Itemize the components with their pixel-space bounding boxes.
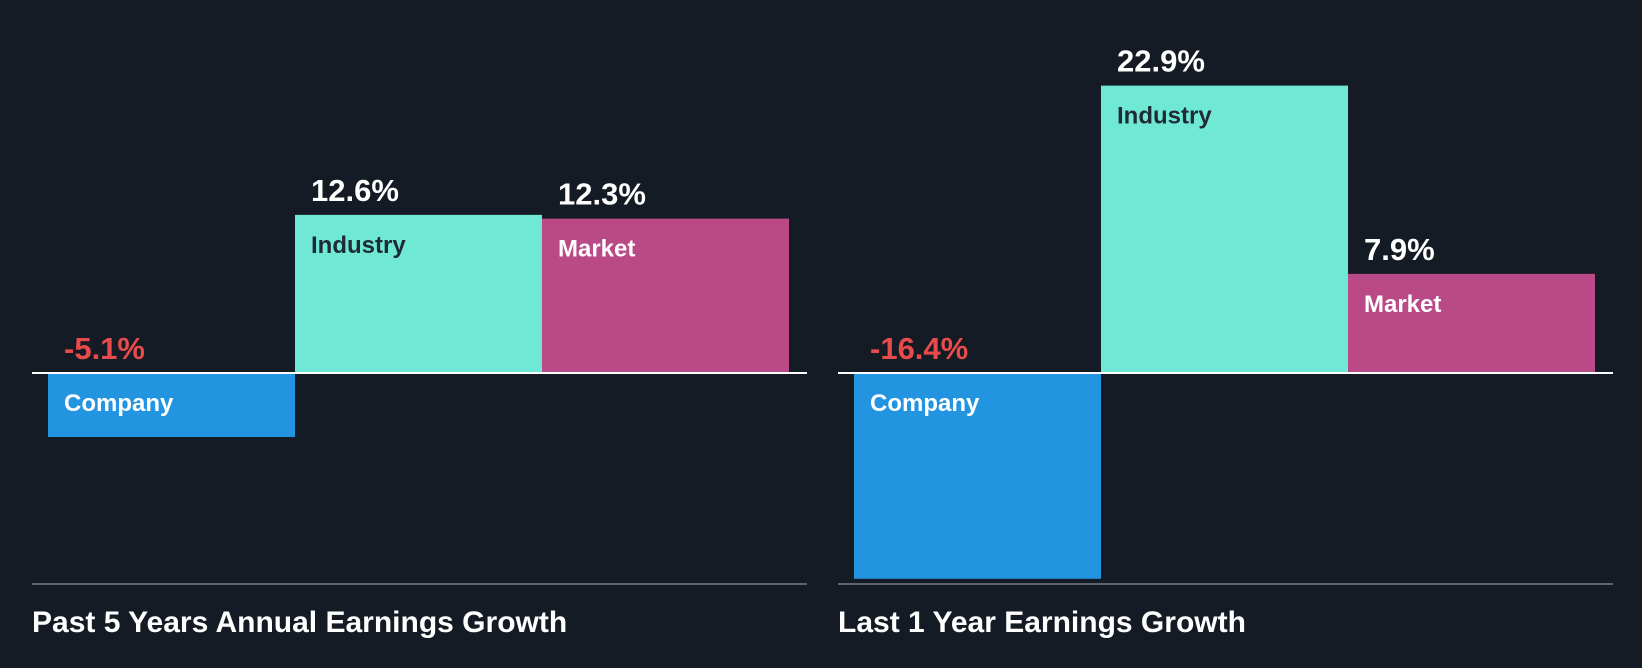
category-label-market: Market xyxy=(1364,291,1441,318)
category-label-market: Market xyxy=(558,236,635,263)
value-label-company: -16.4% xyxy=(870,331,968,366)
bar-company xyxy=(48,373,295,438)
value-label-industry: 12.6% xyxy=(311,173,399,208)
category-label-company: Company xyxy=(870,390,980,417)
chart-title: Last 1 Year Earnings Growth xyxy=(838,606,1246,639)
value-label-company: -5.1% xyxy=(64,331,145,366)
bar-industry xyxy=(295,214,542,373)
bar-market xyxy=(542,218,789,373)
last-1-year-chart: -16.4% 22.9% 7.9% Company Industry Marke… xyxy=(838,44,1613,639)
category-label-industry: Industry xyxy=(311,232,406,259)
value-label-industry: 22.9% xyxy=(1117,44,1205,79)
category-label-company: Company xyxy=(64,390,174,417)
bar-industry xyxy=(1101,85,1348,373)
value-label-market: 12.3% xyxy=(558,177,646,212)
past-5-years-chart: -5.1% 12.6% 12.3% Company Industry Marke… xyxy=(32,173,807,639)
value-label-market: 7.9% xyxy=(1364,232,1435,267)
category-label-industry: Industry xyxy=(1117,103,1212,130)
chart-title: Past 5 Years Annual Earnings Growth xyxy=(32,606,567,639)
bar-company xyxy=(854,373,1101,579)
bar-market xyxy=(1348,273,1595,373)
